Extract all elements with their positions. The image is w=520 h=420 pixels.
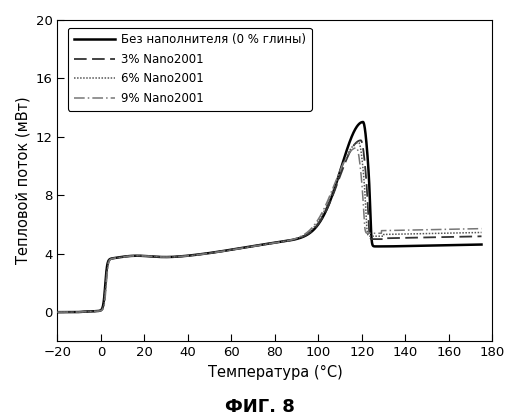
X-axis label: Температура (°C): Температура (°C) (207, 365, 342, 380)
Legend: Без наполнителя (0 % глины), 3% Nano2001, 6% Nano2001, 9% Nano2001: Без наполнителя (0 % глины), 3% Nano2001… (68, 27, 311, 111)
Text: ФИГ. 8: ФИГ. 8 (225, 398, 295, 416)
Y-axis label: Тепловой поток (мВт): Тепловой поток (мВт) (15, 97, 30, 265)
